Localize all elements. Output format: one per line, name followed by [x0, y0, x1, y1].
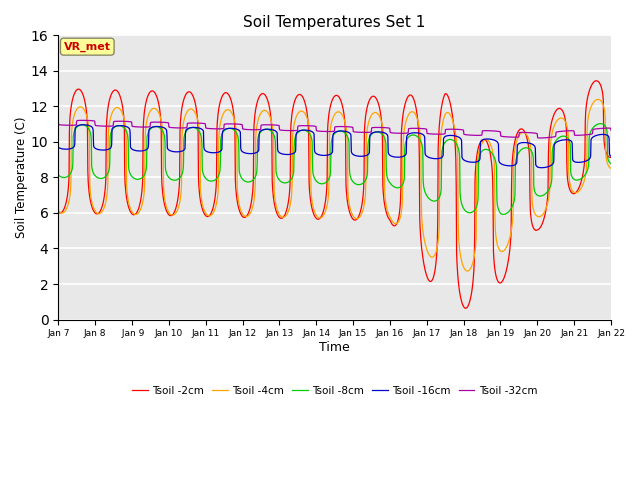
Tsoil -2cm: [239, 214, 247, 220]
Tsoil -2cm: [593, 78, 600, 84]
Tsoil -32cm: [536, 135, 544, 141]
Tsoil -4cm: [54, 207, 62, 213]
Tsoil -8cm: [177, 173, 185, 179]
Tsoil -16cm: [54, 144, 62, 150]
Tsoil -32cm: [421, 126, 429, 132]
Tsoil -32cm: [239, 126, 247, 132]
Tsoil -4cm: [594, 96, 602, 102]
Tsoil -2cm: [493, 276, 500, 282]
Tsoil -4cm: [177, 188, 185, 194]
Tsoil -8cm: [607, 161, 615, 167]
Tsoil -32cm: [164, 120, 172, 126]
Tsoil -8cm: [500, 212, 508, 217]
Tsoil -8cm: [239, 177, 247, 182]
Tsoil -32cm: [493, 128, 500, 134]
Line: Tsoil -2cm: Tsoil -2cm: [58, 81, 611, 308]
Tsoil -4cm: [420, 237, 428, 243]
Tsoil -32cm: [54, 120, 62, 125]
Y-axis label: Soil Temperature (C): Soil Temperature (C): [15, 117, 28, 238]
Tsoil -32cm: [542, 135, 550, 141]
Tsoil -8cm: [596, 121, 604, 127]
Tsoil -4cm: [164, 207, 172, 213]
Title: Soil Temperatures Set 1: Soil Temperatures Set 1: [243, 15, 426, 30]
Tsoil -8cm: [420, 187, 428, 192]
Tsoil -32cm: [178, 125, 186, 131]
Tsoil -16cm: [538, 165, 546, 170]
Tsoil -16cm: [164, 146, 172, 152]
Tsoil -8cm: [54, 172, 62, 178]
Tsoil -2cm: [177, 110, 185, 116]
Tsoil -4cm: [607, 166, 615, 171]
Tsoil -32cm: [79, 118, 86, 123]
Tsoil -16cm: [493, 139, 500, 144]
Tsoil -16cm: [178, 148, 186, 154]
Tsoil -8cm: [164, 173, 172, 179]
Tsoil -8cm: [493, 165, 500, 171]
Tsoil -2cm: [420, 264, 428, 269]
Line: Tsoil -16cm: Tsoil -16cm: [58, 125, 611, 168]
Line: Tsoil -4cm: Tsoil -4cm: [58, 99, 611, 271]
Tsoil -4cm: [239, 212, 247, 217]
Line: Tsoil -32cm: Tsoil -32cm: [58, 120, 611, 138]
Text: VR_met: VR_met: [64, 42, 111, 52]
Tsoil -4cm: [463, 268, 471, 274]
Tsoil -2cm: [54, 209, 62, 215]
Tsoil -16cm: [239, 149, 247, 155]
Legend: Tsoil -2cm, Tsoil -4cm, Tsoil -8cm, Tsoil -16cm, Tsoil -32cm: Tsoil -2cm, Tsoil -4cm, Tsoil -8cm, Tsoi…: [128, 382, 541, 400]
Tsoil -2cm: [607, 155, 615, 160]
Tsoil -16cm: [542, 164, 550, 170]
Line: Tsoil -8cm: Tsoil -8cm: [58, 124, 611, 215]
Tsoil -2cm: [462, 305, 470, 311]
Tsoil -16cm: [421, 134, 429, 140]
Tsoil -4cm: [493, 240, 500, 246]
Tsoil -16cm: [80, 122, 88, 128]
Tsoil -4cm: [542, 206, 550, 212]
Tsoil -16cm: [607, 153, 615, 159]
X-axis label: Time: Time: [319, 341, 350, 354]
Tsoil -8cm: [542, 191, 550, 196]
Tsoil -32cm: [607, 127, 615, 133]
Tsoil -2cm: [164, 210, 172, 216]
Tsoil -2cm: [542, 208, 550, 214]
